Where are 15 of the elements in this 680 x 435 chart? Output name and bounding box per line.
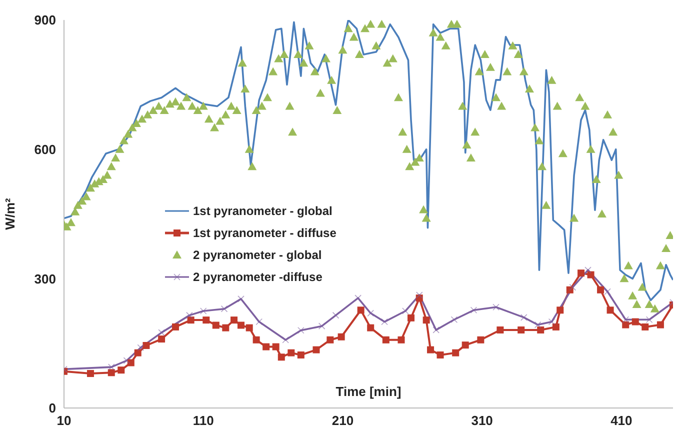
x-tick-label: 110 — [192, 413, 214, 428]
y-tick-label: 600 — [34, 142, 56, 157]
x-axis-title: Time [min] — [336, 384, 402, 399]
y-axis-title: W/m² — [2, 197, 18, 230]
x-tick-label: 310 — [471, 413, 493, 428]
x-tick-label: 210 — [332, 413, 354, 428]
legend-label: 2 pyranometer - global — [193, 248, 322, 262]
y-tick-label: 300 — [34, 271, 56, 286]
legend-label: 1st pyranometer - diffuse — [193, 226, 336, 240]
y-tick-label: 0 — [48, 400, 56, 416]
x-tick-label: 410 — [610, 413, 632, 428]
legend-label: 1st pyranometer - global — [193, 204, 332, 218]
y-tick-label: 900 — [34, 12, 56, 28]
legend-label: 2 pyranometer -diffuse — [193, 270, 322, 284]
x-tick-label: 10 — [56, 413, 72, 428]
